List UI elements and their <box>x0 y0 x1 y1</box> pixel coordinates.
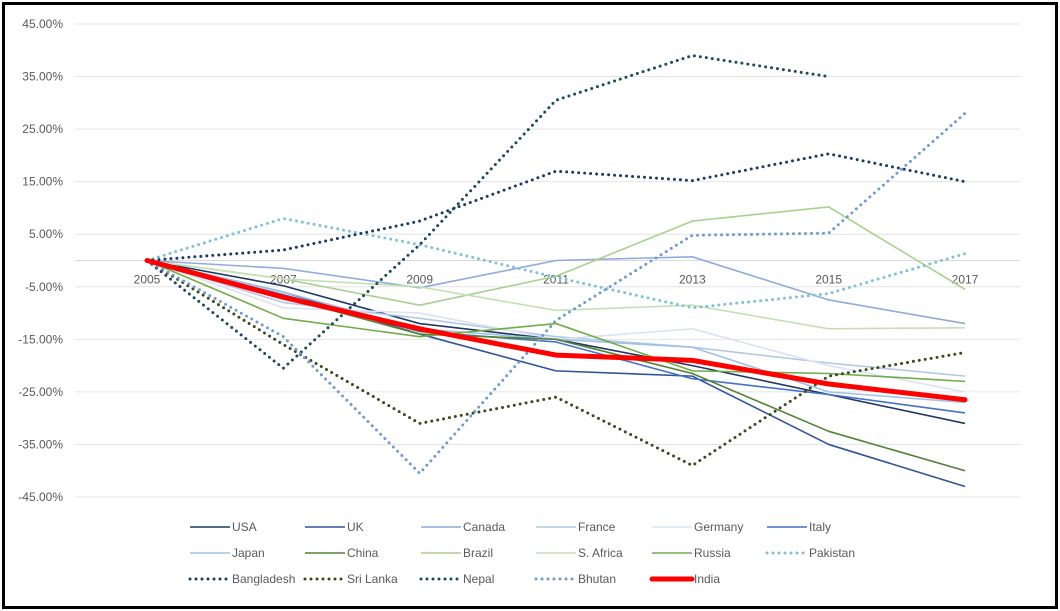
legend-item: UK <box>305 520 364 534</box>
series-line-bhutan <box>145 111 967 475</box>
series-line-nepal <box>145 54 831 370</box>
legend-item: Sri Lanka <box>303 572 398 586</box>
x-tick-label: 2017 <box>952 273 979 287</box>
legend-item: Canada <box>421 520 505 534</box>
gridlines <box>75 23 1020 498</box>
legend-label: Brazil <box>463 546 493 560</box>
y-tick-label: 15.00% <box>22 175 63 189</box>
legend-label: Russia <box>694 546 731 560</box>
series-line-canada <box>146 256 966 325</box>
legend-label: S. Africa <box>578 546 623 560</box>
legend-label: Italy <box>809 520 831 534</box>
legend-label: Bangladesh <box>232 572 295 586</box>
legend-item: Brazil <box>421 546 493 560</box>
series-line-italy <box>146 259 966 414</box>
legend-label: Canada <box>463 520 505 534</box>
legend-item: China <box>305 546 379 560</box>
legend-label: UK <box>347 520 364 534</box>
legend-item: India <box>649 572 720 586</box>
x-axis-tick-labels: 2005 2007 2009 2011 2013 2015 2017 <box>134 273 979 287</box>
y-tick-label: -5.00% <box>25 280 63 294</box>
legend-label: China <box>347 546 379 560</box>
x-tick-label: 2015 <box>815 273 842 287</box>
series-lines <box>144 54 968 488</box>
series-line-sri-lanka <box>145 259 967 467</box>
y-tick-label: 25.00% <box>22 122 63 136</box>
legend-item: Italy <box>767 520 831 534</box>
y-tick-label: -15.00% <box>18 332 63 346</box>
series-line-pakistan <box>145 216 967 310</box>
series-line-russia <box>146 259 966 383</box>
legend-item: Japan <box>190 546 265 560</box>
series-line-india <box>144 258 968 403</box>
legend-item: USA <box>190 520 257 534</box>
legend-item: Pakistan <box>765 546 855 560</box>
series-line-france <box>146 259 966 377</box>
legend-item: S. Africa <box>536 546 623 560</box>
y-axis-tick-labels: 45.00% 35.00% 25.00% 15.00% 5.00% -5.00% -15.0… <box>18 17 63 504</box>
legend-label: Nepal <box>463 572 494 586</box>
legend-item: Bangladesh <box>188 572 295 586</box>
legend-item: Russia <box>652 546 731 560</box>
legend-label: Sri Lanka <box>347 572 398 586</box>
legend: USA UK Canada France Germany Italy Japan China B… <box>188 520 855 586</box>
y-tick-label: -45.00% <box>18 490 63 504</box>
legend-label: Bhutan <box>578 572 616 586</box>
legend-item: Nepal <box>419 572 494 586</box>
y-tick-label: 5.00% <box>29 227 63 241</box>
y-tick-label: 35.00% <box>22 70 63 84</box>
legend-label: Pakistan <box>809 546 855 560</box>
x-tick-label: 2005 <box>134 273 161 287</box>
legend-item: Germany <box>652 520 743 534</box>
legend-label: France <box>578 520 616 534</box>
x-tick-label: 2009 <box>406 273 433 287</box>
y-tick-label: 45.00% <box>22 17 63 31</box>
y-tick-label: -25.00% <box>18 385 63 399</box>
legend-label: Germany <box>694 520 743 534</box>
legend-label: India <box>694 572 720 586</box>
legend-label: Japan <box>232 546 265 560</box>
y-tick-label: -35.00% <box>18 437 63 451</box>
legend-item: France <box>536 520 616 534</box>
series-line-s-africa <box>146 259 966 330</box>
legend-item: Bhutan <box>534 572 616 586</box>
legend-label: USA <box>232 520 257 534</box>
x-tick-label: 2013 <box>679 273 706 287</box>
series-line-bangladesh <box>145 152 967 262</box>
